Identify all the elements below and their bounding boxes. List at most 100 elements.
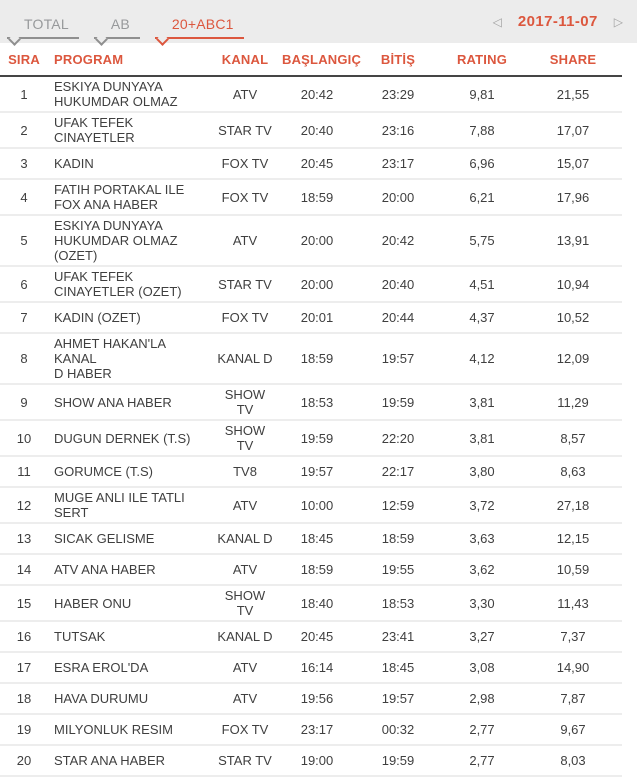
cell-sira: 13 [0, 523, 48, 555]
cell-bitis: 22:20 [356, 420, 440, 457]
table-row: 5 ESKIYA DUNYAYA HUKUMDAR OLMAZ (OZET) ATV… [0, 215, 622, 267]
cell-share: 9,67 [524, 714, 622, 746]
cell-kanal: TV8 [212, 456, 278, 488]
cell-rating: 4,12 [440, 333, 524, 385]
tab-ab[interactable]: AB [93, 11, 140, 46]
cell-share: 27,18 [524, 487, 622, 524]
cell-share: 10,52 [524, 302, 622, 334]
cell-baslangic: 20:00 [278, 266, 356, 303]
cell-rating: 4,51 [440, 266, 524, 303]
cell-program: FATIH PORTAKAL ILE FOX ANA HABER [48, 179, 212, 216]
tab-20-abc1-label: 20+ABC1 [171, 15, 234, 32]
cell-baslangic: 20:01 [278, 302, 356, 334]
cell-bitis: 19:59 [356, 384, 440, 421]
cell-rating: 3,30 [440, 585, 524, 622]
tab-total-label: TOTAL [24, 15, 69, 32]
cell-bitis: 20:40 [356, 266, 440, 303]
cell-share: 11,29 [524, 384, 622, 421]
cell-baslangic: 10:00 [278, 487, 356, 524]
cell-sira: 20 [0, 745, 48, 777]
cell-kanal: STAR TV [212, 266, 278, 303]
cell-baslangic: 20:00 [278, 215, 356, 267]
cell-kanal: KANAL D [212, 333, 278, 385]
cell-program: MUGE ANLI ILE TATLI SERT [48, 487, 212, 524]
cell-program: ESKIYA DUNYAYA HUKUMDAR OLMAZ (OZET) [48, 215, 212, 267]
cell-baslangic: 18:40 [278, 585, 356, 622]
table-row: 1 ESKIYA DUNYAYA HUKUMDAR OLMAZ ATV 20:42 23… [0, 76, 622, 113]
cell-share: 10,94 [524, 266, 622, 303]
cell-baslangic: 19:56 [278, 683, 356, 715]
cell-bitis: 20:44 [356, 302, 440, 334]
date-label: 2017-11-07 [517, 13, 598, 30]
cell-share: 7,87 [524, 683, 622, 715]
table-row: 3 KADIN FOX TV 20:45 23:17 6,96 15,07 [0, 148, 622, 180]
cell-baslangic: 20:45 [278, 621, 356, 653]
cell-bitis: 19:59 [356, 745, 440, 777]
cell-share: 17,96 [524, 179, 622, 216]
cell-kanal: KANAL D [212, 621, 278, 653]
cell-program: MILYONLUK RESIM [48, 714, 212, 746]
cell-baslangic: 18:59 [278, 554, 356, 586]
cell-kanal: FOX TV [212, 714, 278, 746]
cell-baslangic: 23:17 [278, 714, 356, 746]
cell-kanal: FOX TV [212, 302, 278, 334]
next-date-arrow-icon[interactable]: ▷ [613, 14, 623, 29]
cell-program: UFAK TEFEK CINAYETLER (OZET) [48, 266, 212, 303]
cell-bitis: 19:55 [356, 554, 440, 586]
tab-total[interactable]: TOTAL [7, 11, 79, 46]
cell-rating: 3,81 [440, 384, 524, 421]
cell-rating: 3,80 [440, 456, 524, 488]
cell-program: ESRA EROL'DA [48, 652, 212, 684]
cell-share: 8,63 [524, 456, 622, 488]
audience-tabs: TOTAL AB 20+ABC1 [7, 11, 259, 46]
cell-kanal: ATV [212, 554, 278, 586]
table-row: 12 MUGE ANLI ILE TATLI SERT ATV 10:00 12:59 3… [0, 487, 622, 524]
cell-program: SHOW ANA HABER [48, 384, 212, 421]
table-row: 18 HAVA DURUMU ATV 19:56 19:57 2,98 7,87 [0, 683, 622, 715]
cell-share: 17,07 [524, 112, 622, 149]
cell-sira: 15 [0, 585, 48, 622]
cell-share: 8,57 [524, 420, 622, 457]
table-row: 16 TUTSAK KANAL D 20:45 23:41 3,27 7,37 [0, 621, 622, 653]
cell-baslangic: 16:14 [278, 652, 356, 684]
cell-bitis: 12:59 [356, 487, 440, 524]
cell-share: 13,91 [524, 215, 622, 267]
cell-program: UFAK TEFEK CINAYETLER [48, 112, 212, 149]
cell-share: 14,90 [524, 652, 622, 684]
ratings-table: SIRA PROGRAM KANAL BAŞLANGIÇ BİTİŞ RATING SHAR… [0, 43, 622, 777]
table-row: 10 DUGUN DERNEK (T.S) SHOW TV 19:59 22:20 3,8… [0, 420, 622, 457]
table-header-row: SIRA PROGRAM KANAL BAŞLANGIÇ BİTİŞ RATING SHAR… [0, 43, 622, 77]
table-row: 15 HABER ONU SHOW TV 18:40 18:53 3,30 11,43 [0, 585, 622, 622]
cell-kanal: FOX TV [212, 179, 278, 216]
cell-rating: 3,27 [440, 621, 524, 653]
cell-kanal: ATV [212, 683, 278, 715]
table-body: 1 ESKIYA DUNYAYA HUKUMDAR OLMAZ ATV 20:42 23… [0, 76, 622, 777]
cell-bitis: 00:32 [356, 714, 440, 746]
cell-bitis: 23:17 [356, 148, 440, 180]
cell-program: DUGUN DERNEK (T.S) [48, 420, 212, 457]
cell-bitis: 20:00 [356, 179, 440, 216]
column-header-sira: SIRA [0, 43, 48, 77]
cell-rating: 7,88 [440, 112, 524, 149]
cell-sira: 18 [0, 683, 48, 715]
cell-rating: 2,77 [440, 745, 524, 777]
cell-bitis: 19:57 [356, 333, 440, 385]
cell-baslangic: 19:59 [278, 420, 356, 457]
cell-sira: 5 [0, 215, 48, 267]
cell-bitis: 22:17 [356, 456, 440, 488]
cell-baslangic: 20:45 [278, 148, 356, 180]
column-header-bitis: BİTİŞ [356, 43, 440, 77]
cell-rating: 5,75 [440, 215, 524, 267]
cell-share: 12,15 [524, 523, 622, 555]
cell-baslangic: 18:59 [278, 179, 356, 216]
cell-share: 10,59 [524, 554, 622, 586]
prev-date-arrow-icon[interactable]: ◁ [492, 14, 502, 29]
table-row: 4 FATIH PORTAKAL ILE FOX ANA HABER FOX TV 1… [0, 179, 622, 216]
cell-sira: 9 [0, 384, 48, 421]
cell-bitis: 18:45 [356, 652, 440, 684]
tab-20-abc1[interactable]: 20+ABC1 [154, 11, 244, 46]
cell-sira: 2 [0, 112, 48, 149]
cell-kanal: ATV [212, 76, 278, 113]
cell-program: ESKIYA DUNYAYA HUKUMDAR OLMAZ [48, 76, 212, 113]
cell-program: AHMET HAKAN'LA KANAL D HABER [48, 333, 212, 385]
